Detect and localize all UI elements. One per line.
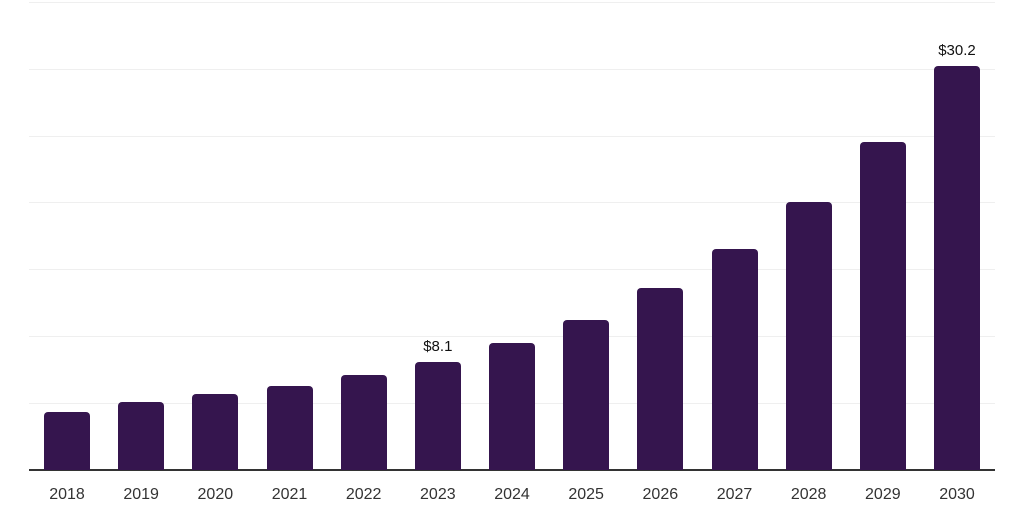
- x-tick-2019: 2019: [123, 486, 159, 503]
- bar-2026: [637, 288, 684, 470]
- x-tick-2027: 2027: [716, 486, 753, 503]
- x-tick-2026: 2026: [642, 486, 679, 503]
- bar-2019: [118, 401, 165, 470]
- bar-2022: [340, 375, 387, 470]
- bar-2023: [414, 361, 461, 470]
- x-tick-2025: 2025: [568, 486, 604, 503]
- x-tick-2020: 2020: [197, 486, 234, 503]
- x-tick-2029: 2029: [865, 486, 901, 503]
- bar-2020: [192, 393, 239, 470]
- bar-2028: [785, 202, 832, 470]
- x-tick-2023: 2023: [420, 486, 456, 503]
- data-label-2030: $30.2: [938, 42, 976, 59]
- bar-2025: [563, 320, 610, 470]
- bar-2029: [859, 142, 906, 470]
- gridline-15: [29, 269, 995, 271]
- x-axis-line: [29, 469, 995, 471]
- x-tick-2030: 2030: [939, 486, 975, 503]
- bar-2027: [711, 249, 758, 470]
- bar-2024: [489, 342, 535, 470]
- gridline-20: [29, 202, 995, 204]
- x-tick-2022: 2022: [345, 486, 382, 503]
- x-tick-2018: 2018: [49, 486, 85, 503]
- x-tick-2021: 2021: [271, 486, 308, 503]
- bar-2021: [266, 385, 313, 470]
- gridline-30: [29, 68, 995, 70]
- gridline-25: [29, 135, 995, 137]
- x-tick-2028: 2028: [790, 486, 827, 503]
- data-label-2023: $8.1: [423, 337, 453, 355]
- bar-2030: [934, 66, 980, 470]
- gridline-35: [29, 1, 995, 3]
- x-tick-2024: 2024: [494, 486, 530, 503]
- bar-2018: [44, 412, 90, 470]
- gridline-10: [29, 336, 995, 338]
